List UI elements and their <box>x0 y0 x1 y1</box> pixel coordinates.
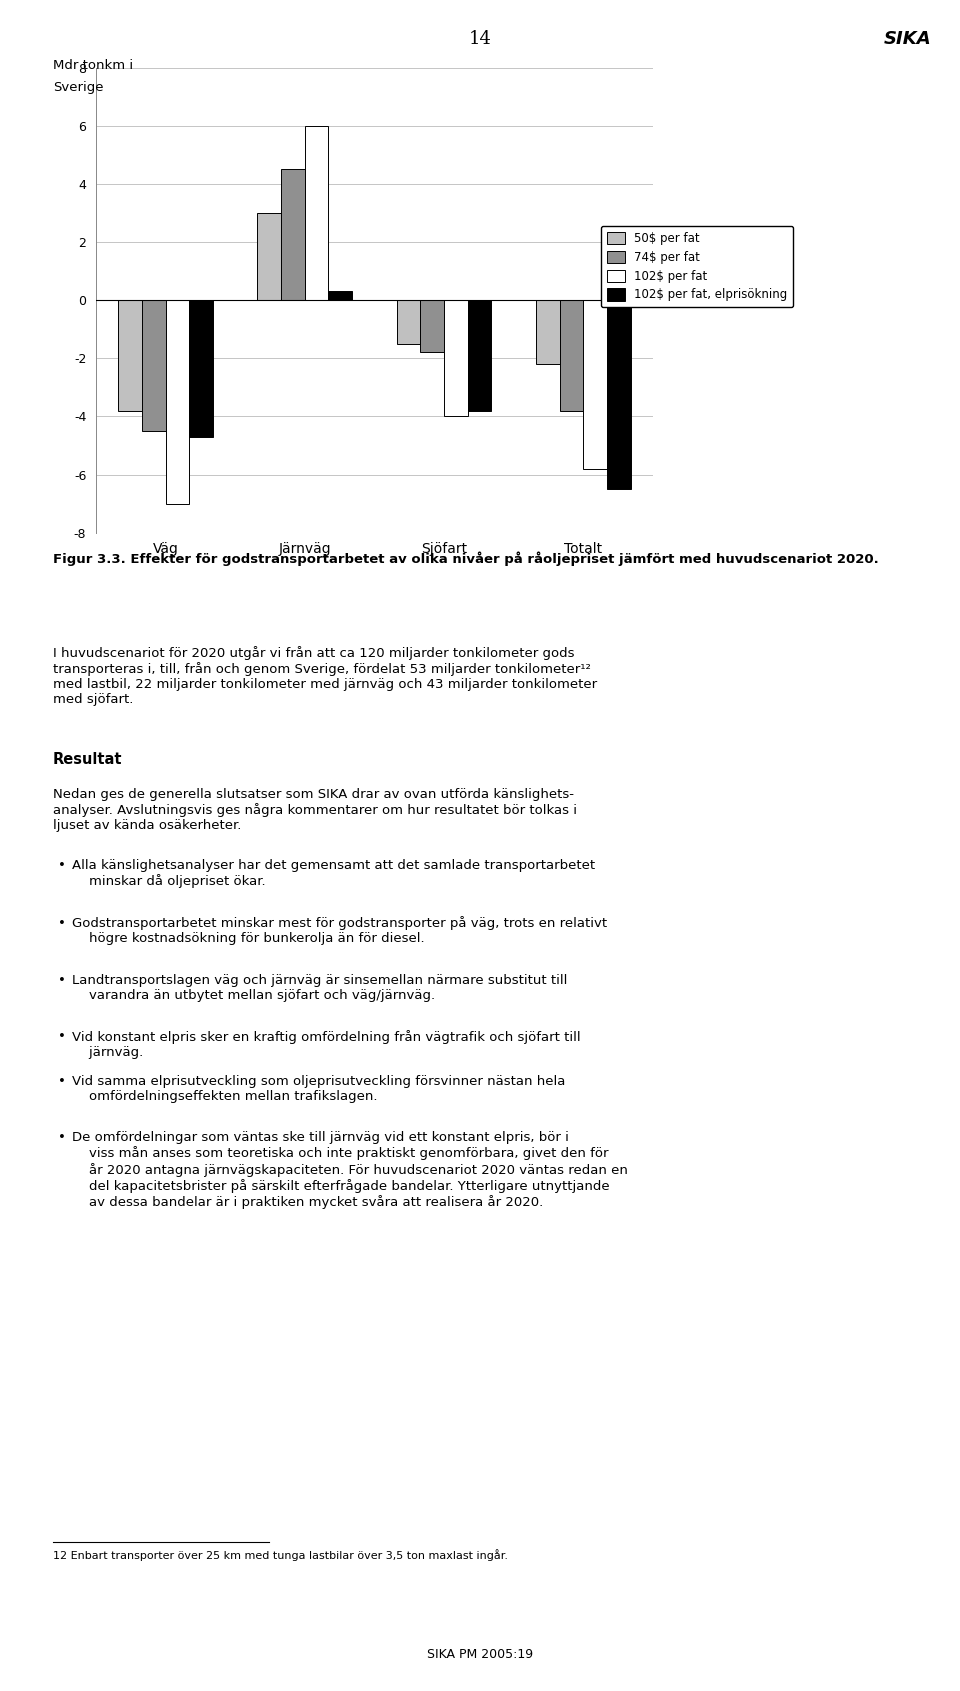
Bar <box>536 299 560 364</box>
Text: 14: 14 <box>468 30 492 49</box>
Bar <box>607 299 631 489</box>
Legend: 50$ per fat, 74$ per fat, 102$ per fat, 102$ per fat, elprisökning: 50$ per fat, 74$ per fat, 102$ per fat, … <box>601 225 793 308</box>
Text: Godstransportarbetet minskar mest för godstransporter på väg, trots en relativt
: Godstransportarbetet minskar mest för go… <box>72 917 607 945</box>
Bar <box>281 169 304 299</box>
Bar <box>328 291 352 299</box>
Text: •: • <box>58 1030 65 1043</box>
Text: Mdr tonkm i: Mdr tonkm i <box>53 59 132 73</box>
Text: •: • <box>58 1075 65 1089</box>
Bar <box>304 125 328 299</box>
Bar <box>396 299 420 343</box>
Text: Alla känslighetsanalyser har det gemensamt att det samlade transportarbetet
    : Alla känslighetsanalyser har det gemensa… <box>72 859 595 888</box>
Bar <box>118 299 142 411</box>
Bar <box>583 299 607 468</box>
Bar <box>142 299 165 431</box>
Bar <box>420 299 444 352</box>
Text: De omfördelningar som väntas ske till järnväg vid ett konstant elpris, bör i
   : De omfördelningar som väntas ske till jä… <box>72 1131 628 1209</box>
Text: Figur 3.3. Effekter för godstransportarbetet av olika nivåer på råoljepriset jäm: Figur 3.3. Effekter för godstransportarb… <box>53 551 878 566</box>
Text: 12 Enbart transporter över 25 km med tunga lastbilar över 3,5 ton maxlast ingår.: 12 Enbart transporter över 25 km med tun… <box>53 1549 508 1561</box>
Bar <box>189 299 213 436</box>
Text: Sverige: Sverige <box>53 81 104 95</box>
Bar <box>560 299 583 411</box>
Text: Vid samma elprisutveckling som oljeprisutveckling försvinner nästan hela
    omf: Vid samma elprisutveckling som oljeprisu… <box>72 1075 565 1104</box>
Text: •: • <box>58 1131 65 1145</box>
Text: Landtransportslagen väg och järnväg är sinsemellan närmare substitut till
    va: Landtransportslagen väg och järnväg är s… <box>72 974 567 1003</box>
Bar <box>165 299 189 504</box>
Text: I huvudscenariot för 2020 utgår vi från att ca 120 miljarder tonkilometer gods
t: I huvudscenariot för 2020 utgår vi från … <box>53 646 597 707</box>
Text: SIKA: SIKA <box>883 30 931 49</box>
Text: •: • <box>58 859 65 873</box>
Bar <box>444 299 468 416</box>
Text: •: • <box>58 917 65 930</box>
Text: Vid konstant elpris sker en kraftig omfördelning från vägtrafik och sjöfart till: Vid konstant elpris sker en kraftig omfö… <box>72 1030 581 1059</box>
Text: •: • <box>58 974 65 988</box>
Text: Resultat: Resultat <box>53 752 122 768</box>
Text: SIKA PM 2005:19: SIKA PM 2005:19 <box>427 1647 533 1661</box>
Bar <box>257 213 281 299</box>
Bar <box>468 299 492 411</box>
Text: Nedan ges de generella slutsatser som SIKA drar av ovan utförda känslighets-
ana: Nedan ges de generella slutsatser som SI… <box>53 788 577 832</box>
